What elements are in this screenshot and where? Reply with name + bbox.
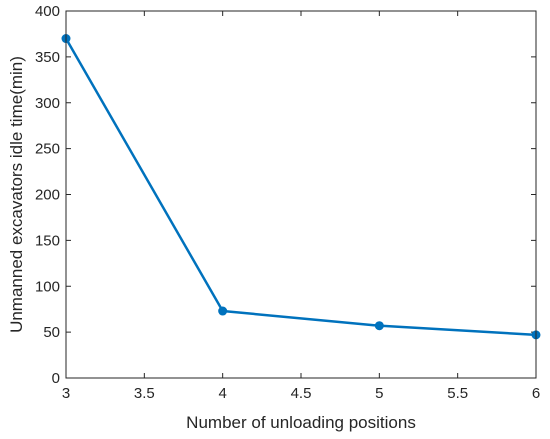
y-tick-label: 100 xyxy=(35,278,60,295)
data-point xyxy=(218,306,228,316)
y-tick-label: 200 xyxy=(35,187,60,204)
plot-area xyxy=(66,11,536,378)
x-tick-label: 4.5 xyxy=(291,385,312,402)
x-tick-label: 4 xyxy=(218,385,226,402)
y-tick-label: 400 xyxy=(35,3,60,20)
series-layer xyxy=(61,34,541,340)
x-axis-label: Number of unloading positions xyxy=(186,413,416,432)
x-tick-label: 3 xyxy=(62,385,70,402)
series-line xyxy=(64,37,537,337)
data-point xyxy=(374,321,384,331)
x-tick-label: 5 xyxy=(375,385,383,402)
y-tick-label: 350 xyxy=(35,49,60,66)
x-tick-label: 3.5 xyxy=(134,385,155,402)
y-tick-label: 250 xyxy=(35,141,60,158)
y-tick-label: 0 xyxy=(52,370,60,387)
x-tick-label: 6 xyxy=(532,385,540,402)
y-tick-label: 150 xyxy=(35,232,60,249)
y-tick-label: 50 xyxy=(43,324,60,341)
y-tick-label: 300 xyxy=(35,95,60,112)
x-axis-ticks: 3 3.5 4 4.5 5 5.5 6 xyxy=(62,11,540,402)
y-axis-label: Unmanned excavators idle time(min) xyxy=(7,56,26,333)
x-tick-label: 5.5 xyxy=(447,385,468,402)
y-axis-ticks: 0 50 100 150 200 250 300 350 400 xyxy=(35,3,536,387)
plot-frame xyxy=(65,10,537,379)
